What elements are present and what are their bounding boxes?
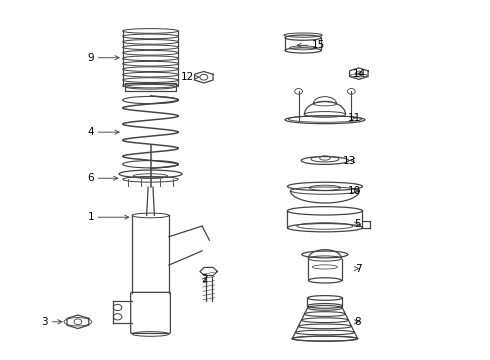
Text: 12: 12 bbox=[181, 72, 199, 82]
Text: 2: 2 bbox=[201, 274, 208, 284]
Text: 4: 4 bbox=[88, 127, 119, 137]
Bar bbox=[125, 83, 175, 90]
Text: 6: 6 bbox=[88, 173, 118, 183]
Text: 14: 14 bbox=[353, 69, 366, 79]
Text: 13: 13 bbox=[343, 156, 356, 166]
Text: 11: 11 bbox=[348, 113, 361, 123]
Text: 8: 8 bbox=[354, 317, 361, 327]
Text: 7: 7 bbox=[354, 264, 361, 274]
Text: 5: 5 bbox=[354, 219, 361, 229]
Text: 1: 1 bbox=[88, 212, 129, 222]
Text: 15: 15 bbox=[297, 40, 325, 50]
Text: 3: 3 bbox=[42, 317, 62, 327]
Text: 9: 9 bbox=[88, 53, 119, 63]
Text: 10: 10 bbox=[348, 186, 361, 195]
